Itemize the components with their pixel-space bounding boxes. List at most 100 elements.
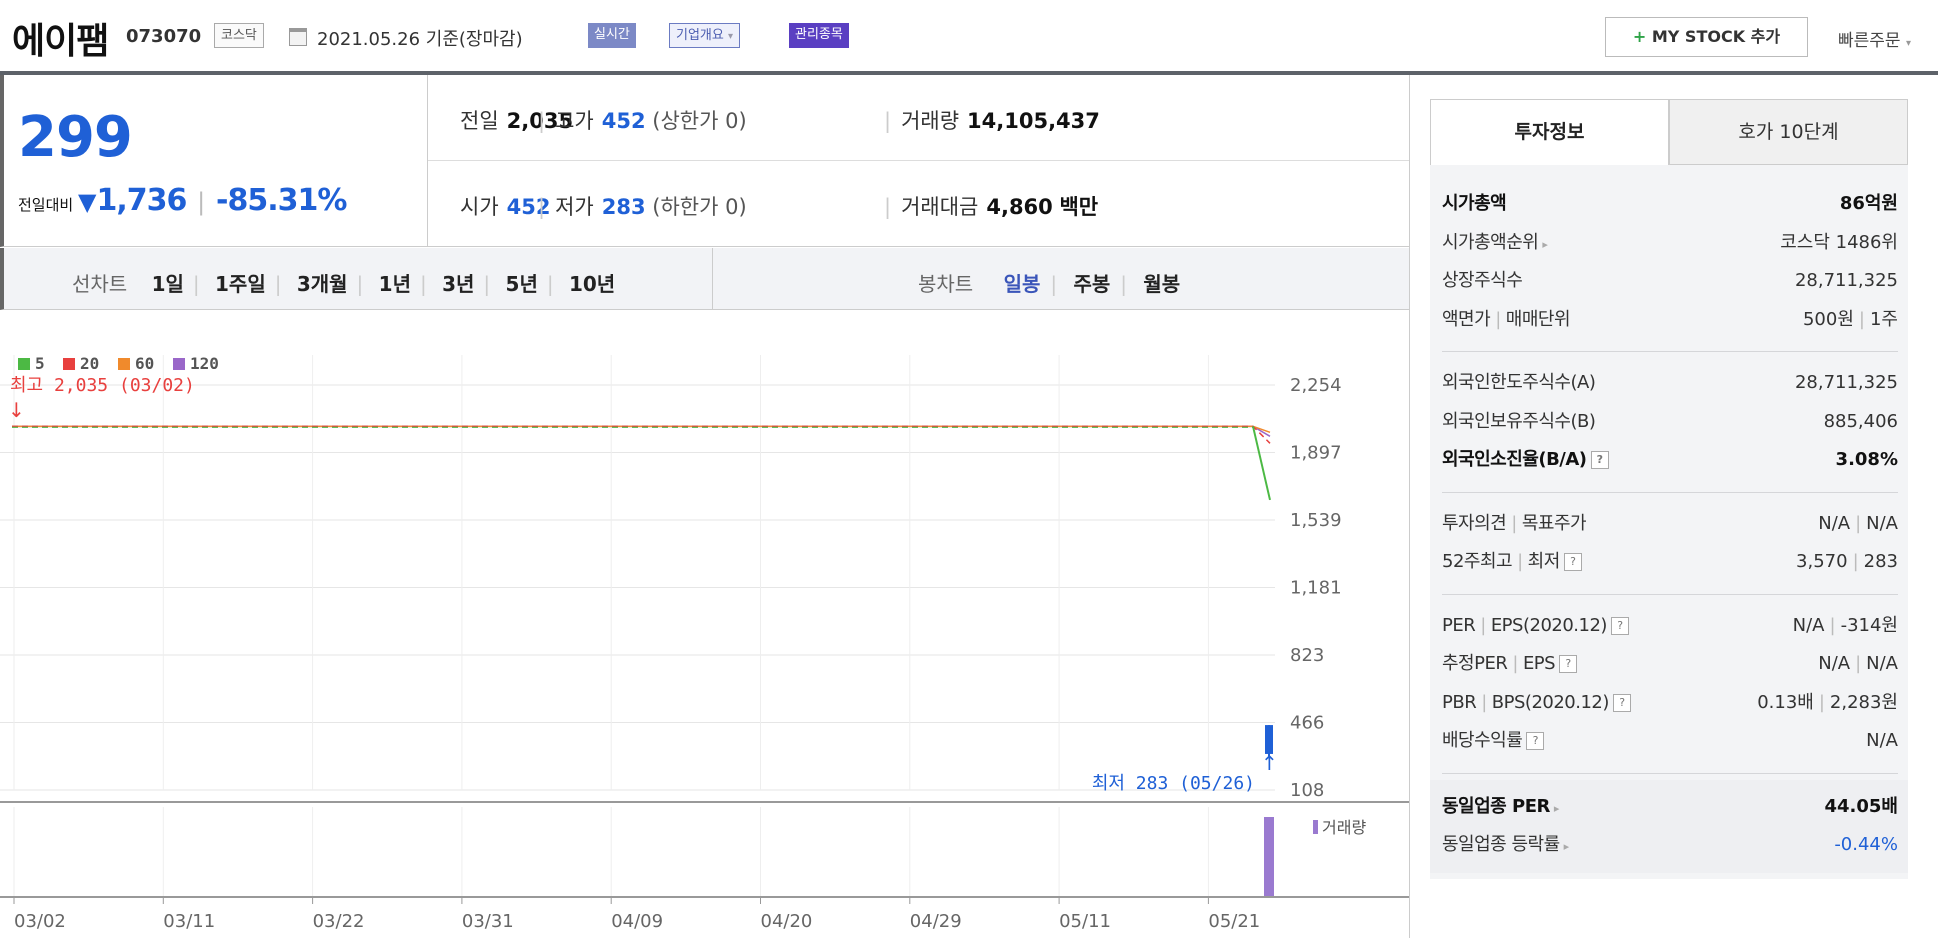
high-price: | 고가 452 (상한가 0) — [538, 105, 747, 135]
face-value-row: 액면가 | 매매단위 500원 | 1주 — [1442, 301, 1898, 340]
foreign-limit-row: 외국인한도주식수(A) 28,711,325 — [1442, 364, 1898, 403]
divider: | — [538, 109, 546, 133]
period-monthly[interactable]: 월봉 — [1143, 272, 1181, 296]
help-icon[interactable]: ? — [1559, 655, 1578, 673]
per-value: N/A — [1792, 614, 1825, 636]
chevron-right-icon: ▸ — [1563, 840, 1570, 853]
industry-rate-value: -0.44% — [1834, 834, 1898, 855]
volume-label: 거래량 — [901, 109, 960, 133]
est-per-row: 추정PER | EPS? N/A | N/A — [1442, 645, 1898, 684]
chevron-right-icon: ▸ — [1542, 237, 1548, 251]
industry-per-label: 동일업종 PER — [1442, 795, 1550, 817]
dividend-label: 배당수익률 — [1442, 730, 1523, 751]
per-row: PER | EPS(2020.12)? N/A | -314원 — [1442, 607, 1898, 646]
help-icon[interactable]: ? — [1612, 693, 1631, 712]
market-cap-rank-label: 시가총액순위 — [1442, 231, 1539, 253]
foreign-hold-row: 외국인보유주식수(B) 885,406 — [1442, 403, 1898, 442]
period-1y[interactable]: 1년 — [378, 272, 411, 296]
bps-value: 2,283원 — [1829, 691, 1898, 713]
opinion-label: 투자의견 — [1442, 512, 1507, 534]
period-3m[interactable]: 3개월 — [296, 272, 348, 296]
candle-chart-periods: 봉차트 일봉 | 주봉 | 월봉 — [918, 268, 1180, 297]
industry-rate-row: 동일업종 등락률 ▸ -0.44% — [1442, 826, 1898, 865]
shares-value: 28,711,325 — [1794, 270, 1898, 291]
x-tick-label: 05/21 — [1208, 911, 1260, 932]
industry-rate-link[interactable]: 동일업종 등락률 ▸ — [1442, 826, 1569, 867]
week52-high-label: 52주최고 — [1442, 551, 1513, 572]
upper-limit-count: (상한가 0) — [652, 109, 747, 133]
market-cap-rank-row: 시가총액순위 ▸ 코스닥 1486위 — [1442, 224, 1898, 263]
divider: | — [884, 109, 892, 133]
company-name: 에이팸 — [12, 21, 109, 62]
foreign-ratio-label: 외국인소진율(B/A) — [1442, 449, 1587, 470]
ma5-line — [1252, 426, 1271, 501]
lower-limit-count: (하한가 0) — [652, 195, 747, 219]
help-icon[interactable]: ? — [1610, 616, 1629, 635]
period-3y[interactable]: 3년 — [442, 272, 475, 296]
foreign-section: 외국인한도주식수(A) 28,711,325 외국인보유주식수(B) 885,4… — [1442, 358, 1898, 493]
market-cap-label: 시가총액 — [1442, 193, 1507, 214]
open-label: 시가 — [460, 195, 499, 219]
period-1d[interactable]: 1일 — [151, 272, 184, 296]
divider: | — [1852, 551, 1859, 572]
period-daily[interactable]: 일봉 — [1003, 272, 1041, 296]
legend-label: 120 — [190, 354, 219, 373]
quick-order-dropdown[interactable]: 빠른주문 ▾ — [1838, 26, 1911, 51]
eps-label: EPS(2020.12) — [1490, 614, 1608, 636]
y-tick-label: 1,897 — [1290, 443, 1342, 464]
divider: | — [884, 195, 892, 219]
divider: | — [356, 272, 364, 296]
period-10y[interactable]: 10년 — [568, 272, 616, 296]
market-badge: 코스닥 — [214, 23, 264, 48]
legend-swatch — [118, 358, 130, 370]
help-icon[interactable]: ? — [1590, 451, 1609, 469]
help-icon[interactable]: ? — [1563, 553, 1582, 571]
invest-info-body: 시가총액 86억원 시가총액순위 ▸ 코스닥 1486위 상장주식수 28,711… — [1430, 165, 1908, 879]
divider: | — [274, 272, 282, 296]
x-tick-label: 03/11 — [163, 911, 215, 932]
legend-label: 60 — [135, 354, 154, 373]
quick-order-label: 빠른주문 — [1838, 31, 1901, 51]
divider: | — [546, 272, 554, 296]
invest-tabs: 투자정보 호가 10단계 — [1430, 99, 1908, 165]
volume: | 거래량 14,105,437 — [884, 105, 1100, 135]
change-label: 전일대비 — [18, 196, 74, 214]
market-cap-row: 시가총액 86억원 — [1442, 185, 1898, 224]
trade-amount: | 거래대금 4,860 백만 — [884, 191, 1098, 221]
legend-swatch — [173, 358, 185, 370]
face-value-label: 액면가 — [1442, 308, 1491, 330]
company-info-dropdown[interactable]: 기업개요 ▾ — [669, 23, 741, 48]
period-1w[interactable]: 1주일 — [215, 272, 266, 296]
week52-row: 52주최고 | 최저? 3,570 | 283 — [1442, 543, 1898, 582]
admin-issue-badge[interactable]: 관리종목 — [789, 23, 849, 48]
stock-code: 073070 — [126, 26, 202, 47]
realtime-button[interactable]: 실시간 — [588, 23, 636, 48]
help-icon[interactable]: ? — [1526, 732, 1545, 750]
chevron-right-icon: ▸ — [1553, 801, 1560, 815]
opinion-row: 투자의견 | 목표주가 N/A | N/A — [1442, 505, 1898, 544]
divider: | — [1511, 512, 1517, 534]
est-per-label: 추정PER — [1442, 653, 1508, 674]
price-chart[interactable]: 2,254 1,897 1,539 1,181 823 466 108 03/02 03/11 0… — [0, 312, 1409, 938]
opinion-value: N/A — [1818, 512, 1851, 534]
divider: | — [419, 272, 427, 296]
divider: | — [1495, 308, 1501, 330]
add-mystock-button[interactable]: + MY STOCK 추가 — [1605, 17, 1808, 57]
ma120-line — [12, 425, 1271, 437]
industry-per-link[interactable]: 동일업종 PER ▸ — [1442, 788, 1559, 829]
market-cap-rank-link[interactable]: 시가총액순위 ▸ — [1442, 224, 1548, 265]
tab-order-book[interactable]: 호가 10단계 — [1669, 99, 1908, 165]
min-arrow-icon: ↑ — [1261, 751, 1278, 775]
y-tick-label: 1,539 — [1290, 510, 1342, 531]
divider: | — [1858, 308, 1865, 330]
period-weekly[interactable]: 주봉 — [1073, 272, 1111, 296]
divider: | — [1829, 614, 1836, 636]
est-eps-value: N/A — [1866, 653, 1898, 674]
period-5y[interactable]: 5년 — [505, 272, 538, 296]
candle-chart-label: 봉차트 — [918, 272, 974, 296]
legend-swatch — [18, 358, 30, 370]
face-value: 500원 — [1802, 308, 1854, 330]
foreign-hold-label: 외국인보유주식수(B) — [1442, 410, 1596, 432]
tab-invest-info[interactable]: 투자정보 — [1430, 99, 1669, 165]
max-price-label: 최고 2,035 (03/02) — [10, 375, 195, 396]
